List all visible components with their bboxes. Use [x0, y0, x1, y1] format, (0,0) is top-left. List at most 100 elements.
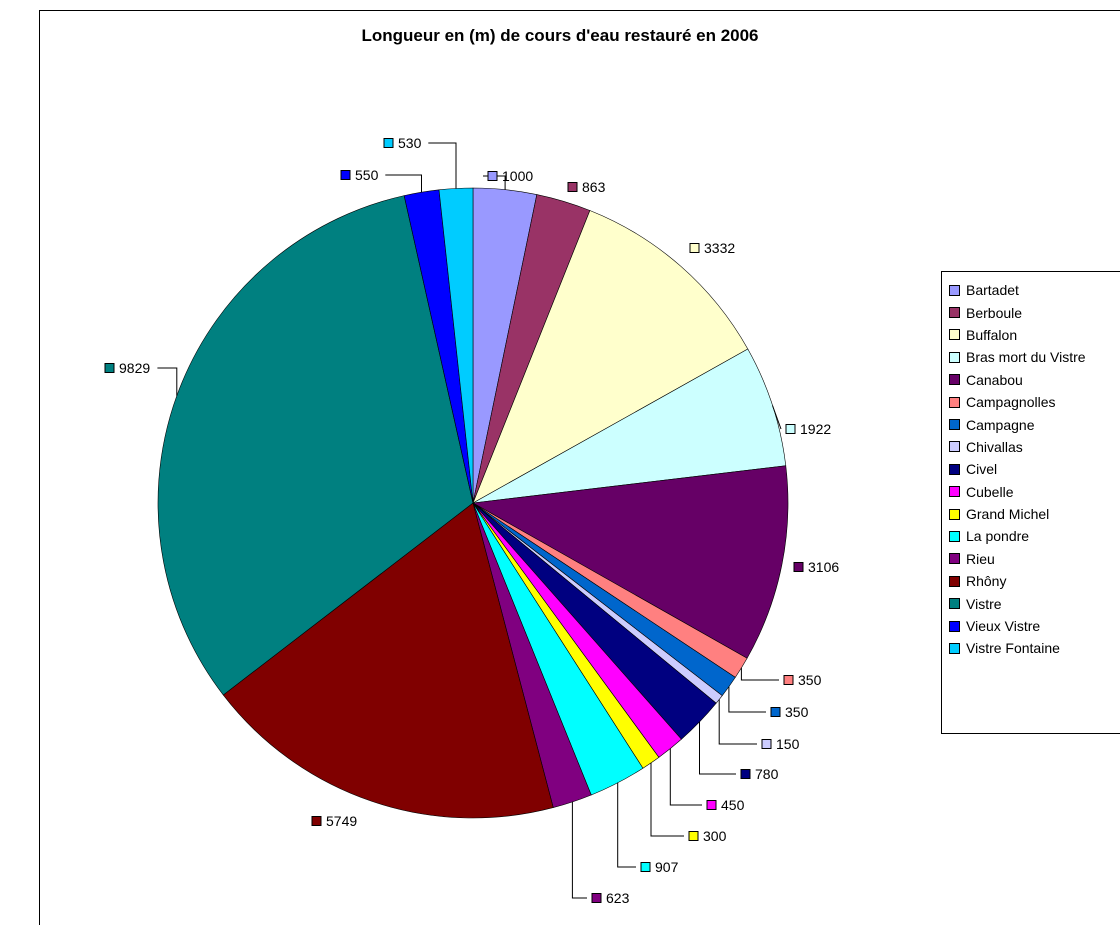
data-label-chivallas: 150	[776, 736, 800, 752]
data-label-grand-michel: 300	[703, 828, 727, 844]
legend-item-cubelle: Cubelle	[942, 481, 1120, 503]
legend-label-campagne: Campagne	[966, 416, 1035, 433]
legend-label-cubelle: Cubelle	[966, 483, 1014, 500]
data-label-canabou: 3106	[808, 559, 839, 575]
legend-swatch-rhony	[949, 575, 960, 587]
legend-item-bartadet: Bartadet	[942, 279, 1120, 301]
legend-label-chivallas: Chivallas	[966, 438, 1023, 455]
data-label-swatch-rhony	[311, 816, 322, 826]
legend-item-berboule: Berboule	[942, 301, 1120, 323]
legend-label-rhony: Rhôny	[966, 573, 1007, 590]
data-label-cubelle: 450	[721, 797, 745, 813]
data-label-civel: 780	[755, 766, 779, 782]
data-label-swatch-cubelle	[706, 800, 717, 810]
data-label-swatch-campagne	[770, 707, 781, 717]
data-label-swatch-civel	[740, 769, 751, 779]
legend-item-campagnolles: Campagnolles	[942, 391, 1120, 413]
legend-item-vistre-fontaine: Vistre Fontaine	[942, 637, 1120, 659]
pie-chart: 1000 863 3332 1922 3106 350 350 150 780 450 300 907…	[104, 135, 839, 906]
legend-label-berboule: Berboule	[966, 304, 1023, 321]
legend-label-vieux-vistre: Vieux Vistre	[966, 618, 1041, 635]
legend-label-la-pondre: La pondre	[966, 528, 1030, 545]
data-label-campagnolles: 350	[798, 672, 822, 688]
legend-swatch-campagne	[949, 419, 960, 431]
data-label-la-pondre: 907	[655, 859, 679, 875]
leader-line-grand-michel	[650, 762, 684, 837]
data-label-campagne: 350	[785, 704, 809, 720]
legend-swatch-campagnolles	[949, 396, 960, 408]
legend-swatch-grand-michel	[949, 508, 960, 520]
data-label-berboule: 863	[582, 179, 606, 195]
data-label-bras-mort-du-vistre: 1922	[800, 421, 831, 437]
pie-slice-buffalon	[472, 210, 749, 504]
legend-item-vistre: Vistre	[942, 592, 1120, 614]
leader-line-vistre-fontaine	[428, 142, 457, 189]
data-label-swatch-bras-mort-du-vistre	[785, 424, 796, 434]
leader-line-civel	[699, 721, 736, 775]
data-label-swatch-berboule	[567, 182, 578, 192]
legend-label-grand-michel: Grand Michel	[966, 506, 1050, 523]
leader-line-la-pondre	[617, 782, 636, 868]
data-label-swatch-bartadet	[487, 171, 498, 181]
legend-swatch-la-pondre	[949, 530, 960, 542]
data-label-buffalon: 3332	[704, 240, 735, 256]
legend-swatch-cubelle	[949, 486, 960, 498]
legend-item-bras-mort-du-vistre: Bras mort du Vistre	[942, 346, 1120, 368]
leader-line-cubelle	[669, 748, 702, 806]
leader-line-campagnolles	[740, 667, 779, 681]
data-label-swatch-grand-michel	[688, 831, 699, 841]
data-label-rieu: 623	[606, 890, 630, 906]
legend-label-bartadet: Bartadet	[966, 282, 1019, 299]
data-label-rhony: 5749	[326, 813, 357, 829]
legend-item-buffalon: Buffalon	[942, 324, 1120, 346]
legend-swatch-bras-mort-du-vistre	[949, 351, 960, 363]
data-label-swatch-chivallas	[761, 739, 772, 749]
legend-label-rieu: Rieu	[966, 550, 995, 567]
legend-swatch-bartadet	[949, 284, 960, 296]
legend-swatch-rieu	[949, 553, 960, 565]
legend-item-canabou: Canabou	[942, 369, 1120, 391]
legend-label-vistre: Vistre	[966, 595, 1002, 612]
data-label-bartadet: 1000	[502, 168, 533, 184]
legend-swatch-vistre-fontaine	[949, 642, 960, 654]
legend-item-campagne: Campagne	[942, 413, 1120, 435]
data-label-swatch-buffalon	[689, 243, 700, 253]
chart-legend: Bartadet Berboule Buffalon Bras mort du Vis…	[941, 271, 1120, 734]
data-label-swatch-canabou	[793, 562, 804, 572]
pie-slice-rhony	[222, 502, 554, 819]
legend-item-civel: Civel	[942, 458, 1120, 480]
chart-title: Longueur en (m) de cours d'eau restauré …	[361, 26, 759, 45]
data-label-swatch-vieux-vistre	[340, 170, 351, 180]
leader-line-campagne	[728, 686, 766, 713]
pie-slice-vistre	[157, 195, 474, 696]
pie-slice-canabou	[472, 465, 789, 659]
legend-label-canabou: Canabou	[966, 371, 1023, 388]
legend-item-chivallas: Chivallas	[942, 436, 1120, 458]
legend-label-bras-mort-du-vistre: Bras mort du Vistre	[966, 349, 1086, 366]
legend-label-civel: Civel	[966, 461, 998, 478]
leader-line-chivallas	[718, 699, 757, 745]
legend-swatch-vistre	[949, 598, 960, 610]
legend-item-rhony: Rhôny	[942, 570, 1120, 592]
leader-line-vieux-vistre	[385, 174, 422, 193]
legend-label-buffalon: Buffalon	[966, 326, 1018, 343]
leader-line-vistre	[157, 367, 178, 396]
legend-swatch-chivallas	[949, 441, 960, 453]
legend-item-grand-michel: Grand Michel	[942, 503, 1120, 525]
leader-line-rieu	[571, 801, 587, 899]
leader-line-bras-mort-du-vistre	[772, 405, 782, 430]
legend-swatch-buffalon	[949, 329, 960, 341]
legend-swatch-vieux-vistre	[949, 620, 960, 632]
legend-swatch-civel	[949, 463, 960, 475]
data-label-swatch-rieu	[591, 893, 602, 903]
data-label-swatch-la-pondre	[640, 862, 651, 872]
legend-swatch-berboule	[949, 307, 960, 319]
data-label-vistre-fontaine: 530	[398, 135, 422, 151]
legend-item-la-pondre: La pondre	[942, 525, 1120, 547]
legend-swatch-canabou	[949, 374, 960, 386]
legend-label-campagnolles: Campagnolles	[966, 394, 1056, 411]
data-label-vieux-vistre: 550	[355, 167, 379, 183]
data-label-swatch-campagnolles	[783, 675, 794, 685]
legend-item-rieu: Rieu	[942, 548, 1120, 570]
data-label-swatch-vistre	[104, 363, 115, 373]
